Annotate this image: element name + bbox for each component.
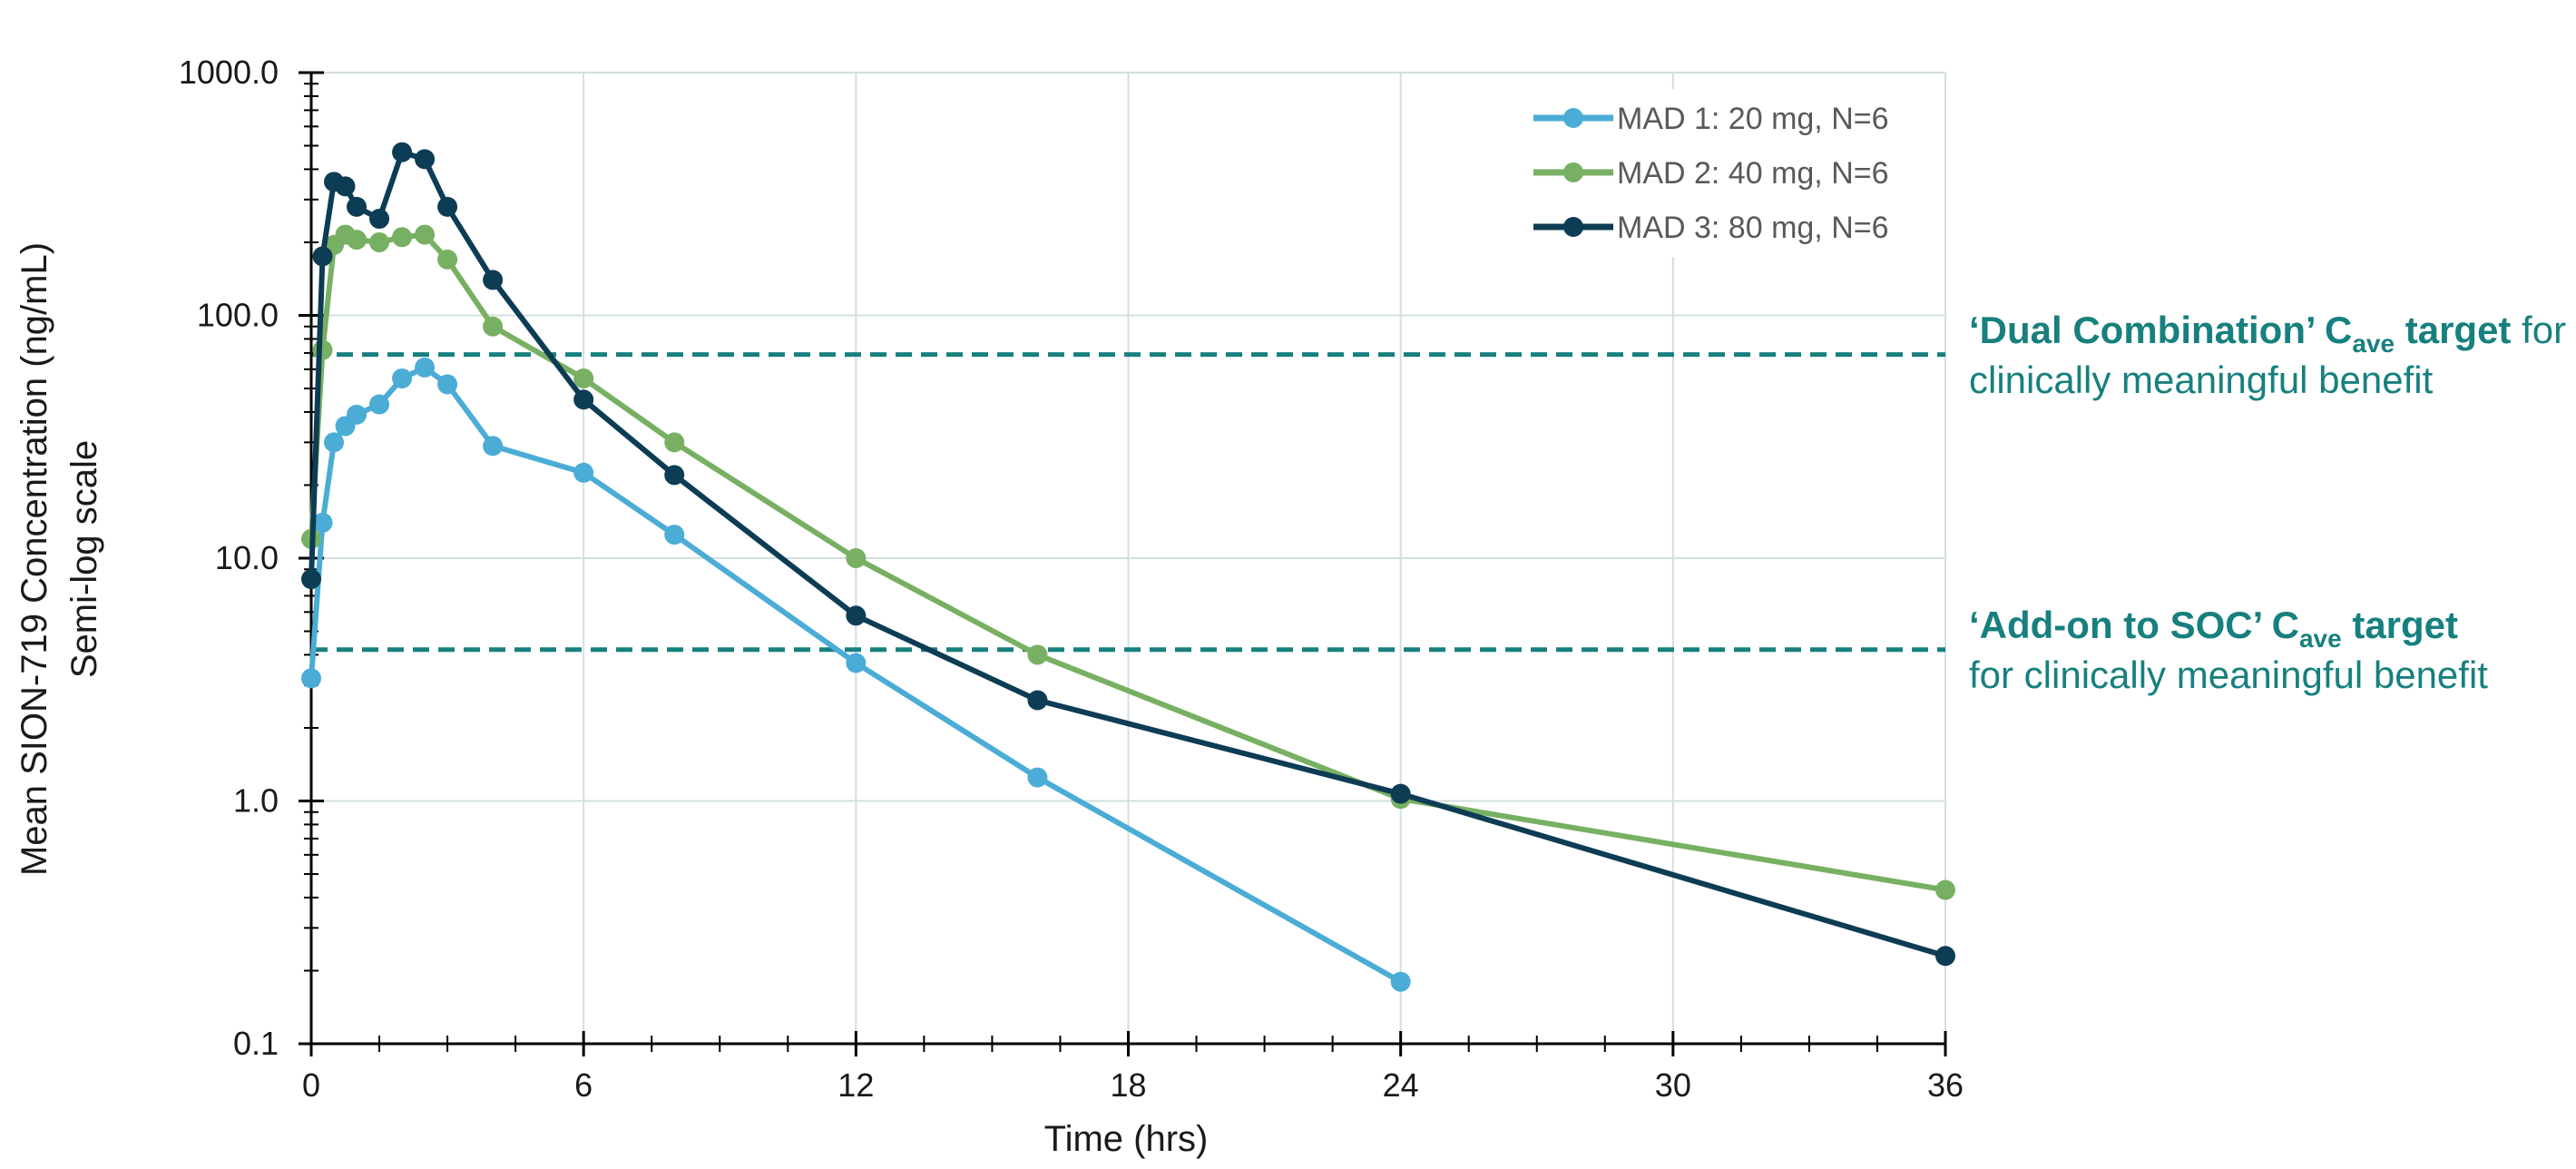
series-lines — [301, 142, 1955, 992]
data-point — [347, 196, 367, 217]
reference-label-line1: ‘Dual Combination’ Cave target for — [1969, 309, 2566, 358]
data-point — [392, 227, 413, 248]
data-point — [664, 525, 685, 545]
y-tick-label: 100.0 — [197, 297, 279, 334]
data-point — [846, 653, 867, 673]
data-point — [664, 432, 685, 453]
data-point — [1390, 971, 1411, 992]
data-point — [415, 224, 436, 245]
reference-label-text: ‘Dual Combination’ C — [1969, 309, 2352, 351]
legend-swatch-marker — [1563, 108, 1583, 128]
data-point — [573, 368, 594, 388]
data-point — [324, 432, 345, 453]
data-point — [483, 436, 504, 457]
reference-label-subscript: ave — [2352, 329, 2395, 358]
reference-label-line1: ‘Add-on to SOC’ Cave target — [1969, 604, 2458, 653]
data-point — [1027, 767, 1048, 788]
data-point — [483, 270, 504, 290]
data-point — [312, 512, 333, 533]
data-point — [573, 389, 594, 410]
reference-label-subscript: ave — [2299, 624, 2342, 653]
data-point — [664, 465, 685, 486]
legend-label: MAD 1: 20 mg, N=6 — [1617, 102, 1889, 136]
data-point — [1390, 783, 1411, 804]
data-point — [846, 548, 867, 568]
series-2 — [301, 224, 1955, 900]
data-point — [392, 368, 413, 388]
gridlines — [311, 72, 1946, 1044]
data-point — [369, 394, 390, 415]
y-tick-label: 0.1 — [233, 1025, 279, 1062]
data-point — [392, 142, 413, 162]
reference-label-line2: for clinically meaningful benefit — [1969, 653, 2488, 696]
y-axis-subtitle: Semi-log scale — [64, 440, 104, 678]
reference-lines: ‘Dual Combination’ Cave target forclinic… — [311, 309, 2566, 696]
data-point — [1027, 644, 1048, 665]
data-point — [846, 605, 867, 626]
x-tick-label: 18 — [1110, 1066, 1146, 1104]
series-3 — [301, 142, 1955, 967]
legend-label: MAD 3: 80 mg, N=6 — [1617, 211, 1889, 245]
data-point — [483, 316, 504, 337]
x-axis-title: Time (hrs) — [1044, 1119, 1209, 1159]
series-1 — [301, 357, 1411, 992]
y-tick-label: 10.0 — [215, 539, 279, 576]
reference-label-text: for — [2511, 309, 2566, 351]
data-point — [335, 176, 356, 197]
data-point — [1027, 690, 1048, 711]
data-point — [437, 249, 458, 270]
x-tick-label: 6 — [574, 1066, 593, 1104]
reference-label-text: target — [2342, 604, 2458, 646]
data-point — [301, 668, 321, 689]
x-tick-label: 12 — [837, 1066, 874, 1104]
legend-swatch-marker — [1563, 162, 1583, 182]
data-point — [1935, 879, 1955, 900]
data-point — [437, 374, 458, 395]
data-point — [347, 230, 367, 250]
data-point — [369, 231, 390, 252]
data-point — [301, 569, 321, 590]
data-point — [312, 246, 333, 267]
data-point — [369, 209, 390, 230]
y-tick-label: 1.0 — [233, 782, 279, 820]
data-point — [312, 339, 333, 360]
x-tick-label: 30 — [1655, 1066, 1691, 1104]
data-point — [415, 149, 436, 170]
reference-label-text: target — [2395, 309, 2511, 351]
y-axis-title: Mean SION-719 Concentration (ng/mL) — [15, 242, 54, 876]
legend-label: MAD 2: 40 mg, N=6 — [1617, 156, 1889, 191]
legend-swatch-marker — [1563, 217, 1583, 237]
x-tick-label: 0 — [302, 1066, 320, 1104]
reference-label-text: ‘Add-on to SOC’ C — [1969, 604, 2299, 646]
y-tick-label: 1000.0 — [179, 54, 279, 91]
data-point — [415, 357, 436, 378]
data-point — [573, 462, 594, 483]
legend: MAD 1: 20 mg, N=6 MAD 2: 40 mg, N=6 MAD 3:… — [1511, 89, 1915, 257]
data-point — [437, 196, 458, 217]
x-tick-label: 24 — [1383, 1066, 1419, 1104]
data-point — [1935, 946, 1955, 967]
reference-label-line2: clinically meaningful benefit — [1969, 359, 2434, 401]
data-point — [347, 404, 367, 425]
x-tick-label: 36 — [1927, 1066, 1964, 1104]
